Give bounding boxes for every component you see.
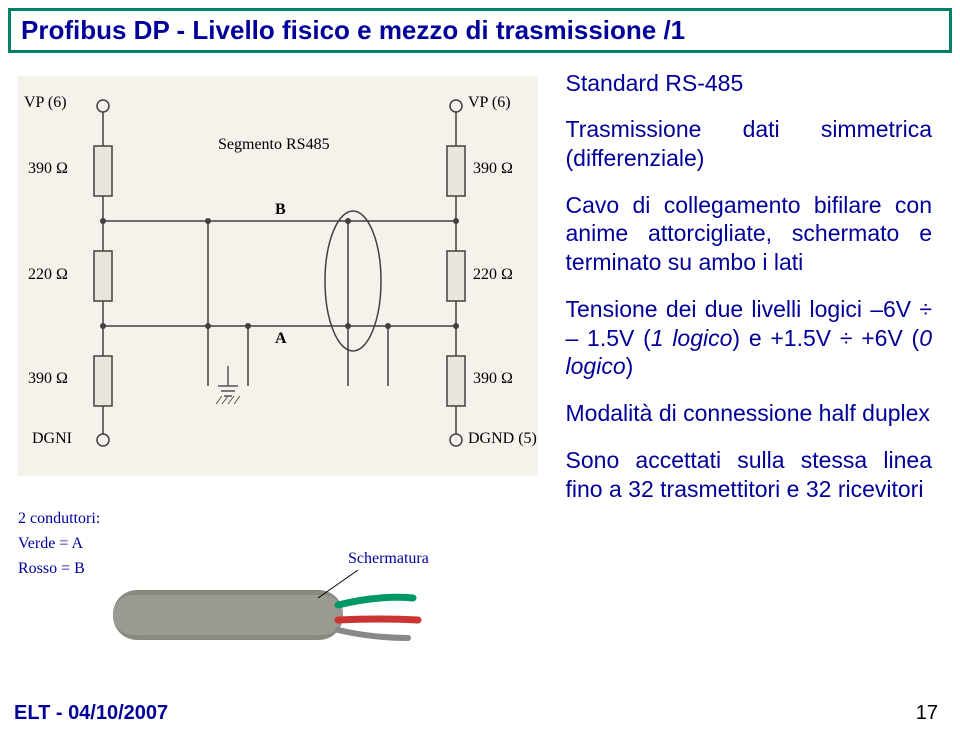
cable-svg xyxy=(18,490,538,690)
para-nodes: Sono accettati sulla stessa linea fino a… xyxy=(566,446,932,504)
footer-page-number: 17 xyxy=(916,702,938,725)
para-transmission: Trasmissione dati simmetrica (differenzi… xyxy=(566,115,932,173)
label-b: B xyxy=(275,201,286,219)
circuit-diagram: VP (6) VP (6) Segmento RS485 390 Ω 390 Ω… xyxy=(18,76,538,476)
content-area: VP (6) VP (6) Segmento RS485 390 Ω 390 Ω… xyxy=(8,70,952,695)
slide-title: Profibus DP - Livello fisico e mezzo di … xyxy=(21,15,685,45)
label-390-tl: 390 Ω xyxy=(28,160,68,178)
para-voltage: Tensione dei due livelli logici –6V ÷ – … xyxy=(566,295,932,381)
label-220-r: 220 Ω xyxy=(473,266,513,284)
right-column: Standard RS-485 Trasmissione dati simmet… xyxy=(556,70,952,695)
slide: Profibus DP - Livello fisico e mezzo di … xyxy=(0,0,960,735)
label-segment: Segmento RS485 xyxy=(218,136,330,154)
left-column: VP (6) VP (6) Segmento RS485 390 Ω 390 Ω… xyxy=(8,70,556,695)
title-box: Profibus DP - Livello fisico e mezzo di … xyxy=(8,8,952,53)
label-390-tr: 390 Ω xyxy=(473,160,513,178)
label-vp-right: VP (6) xyxy=(468,94,511,112)
cable-diagram: 2 conduttori: Verde = A Rosso = B Scherm… xyxy=(18,490,538,690)
label-dgn-l: DGNI xyxy=(32,430,72,448)
label-220-l: 220 Ω xyxy=(28,266,68,284)
label-vp-left: VP (6) xyxy=(24,94,67,112)
label-dgn-r: DGND (5) xyxy=(468,430,537,448)
footer-left: ELT - 04/10/2007 xyxy=(14,702,168,725)
para-duplex: Modalità di connessione half duplex xyxy=(566,399,932,428)
label-390-br: 390 Ω xyxy=(473,370,513,388)
heading-standard: Standard RS-485 xyxy=(566,70,932,97)
p3-i1: 1 logico xyxy=(651,325,733,351)
p3-c: ) xyxy=(626,353,634,379)
p3-b: ) e +1.5V ÷ +6V ( xyxy=(732,325,919,351)
label-a: A xyxy=(275,330,287,348)
para-cable: Cavo di collegamento bifilare con anime … xyxy=(566,191,932,277)
label-390-bl: 390 Ω xyxy=(28,370,68,388)
